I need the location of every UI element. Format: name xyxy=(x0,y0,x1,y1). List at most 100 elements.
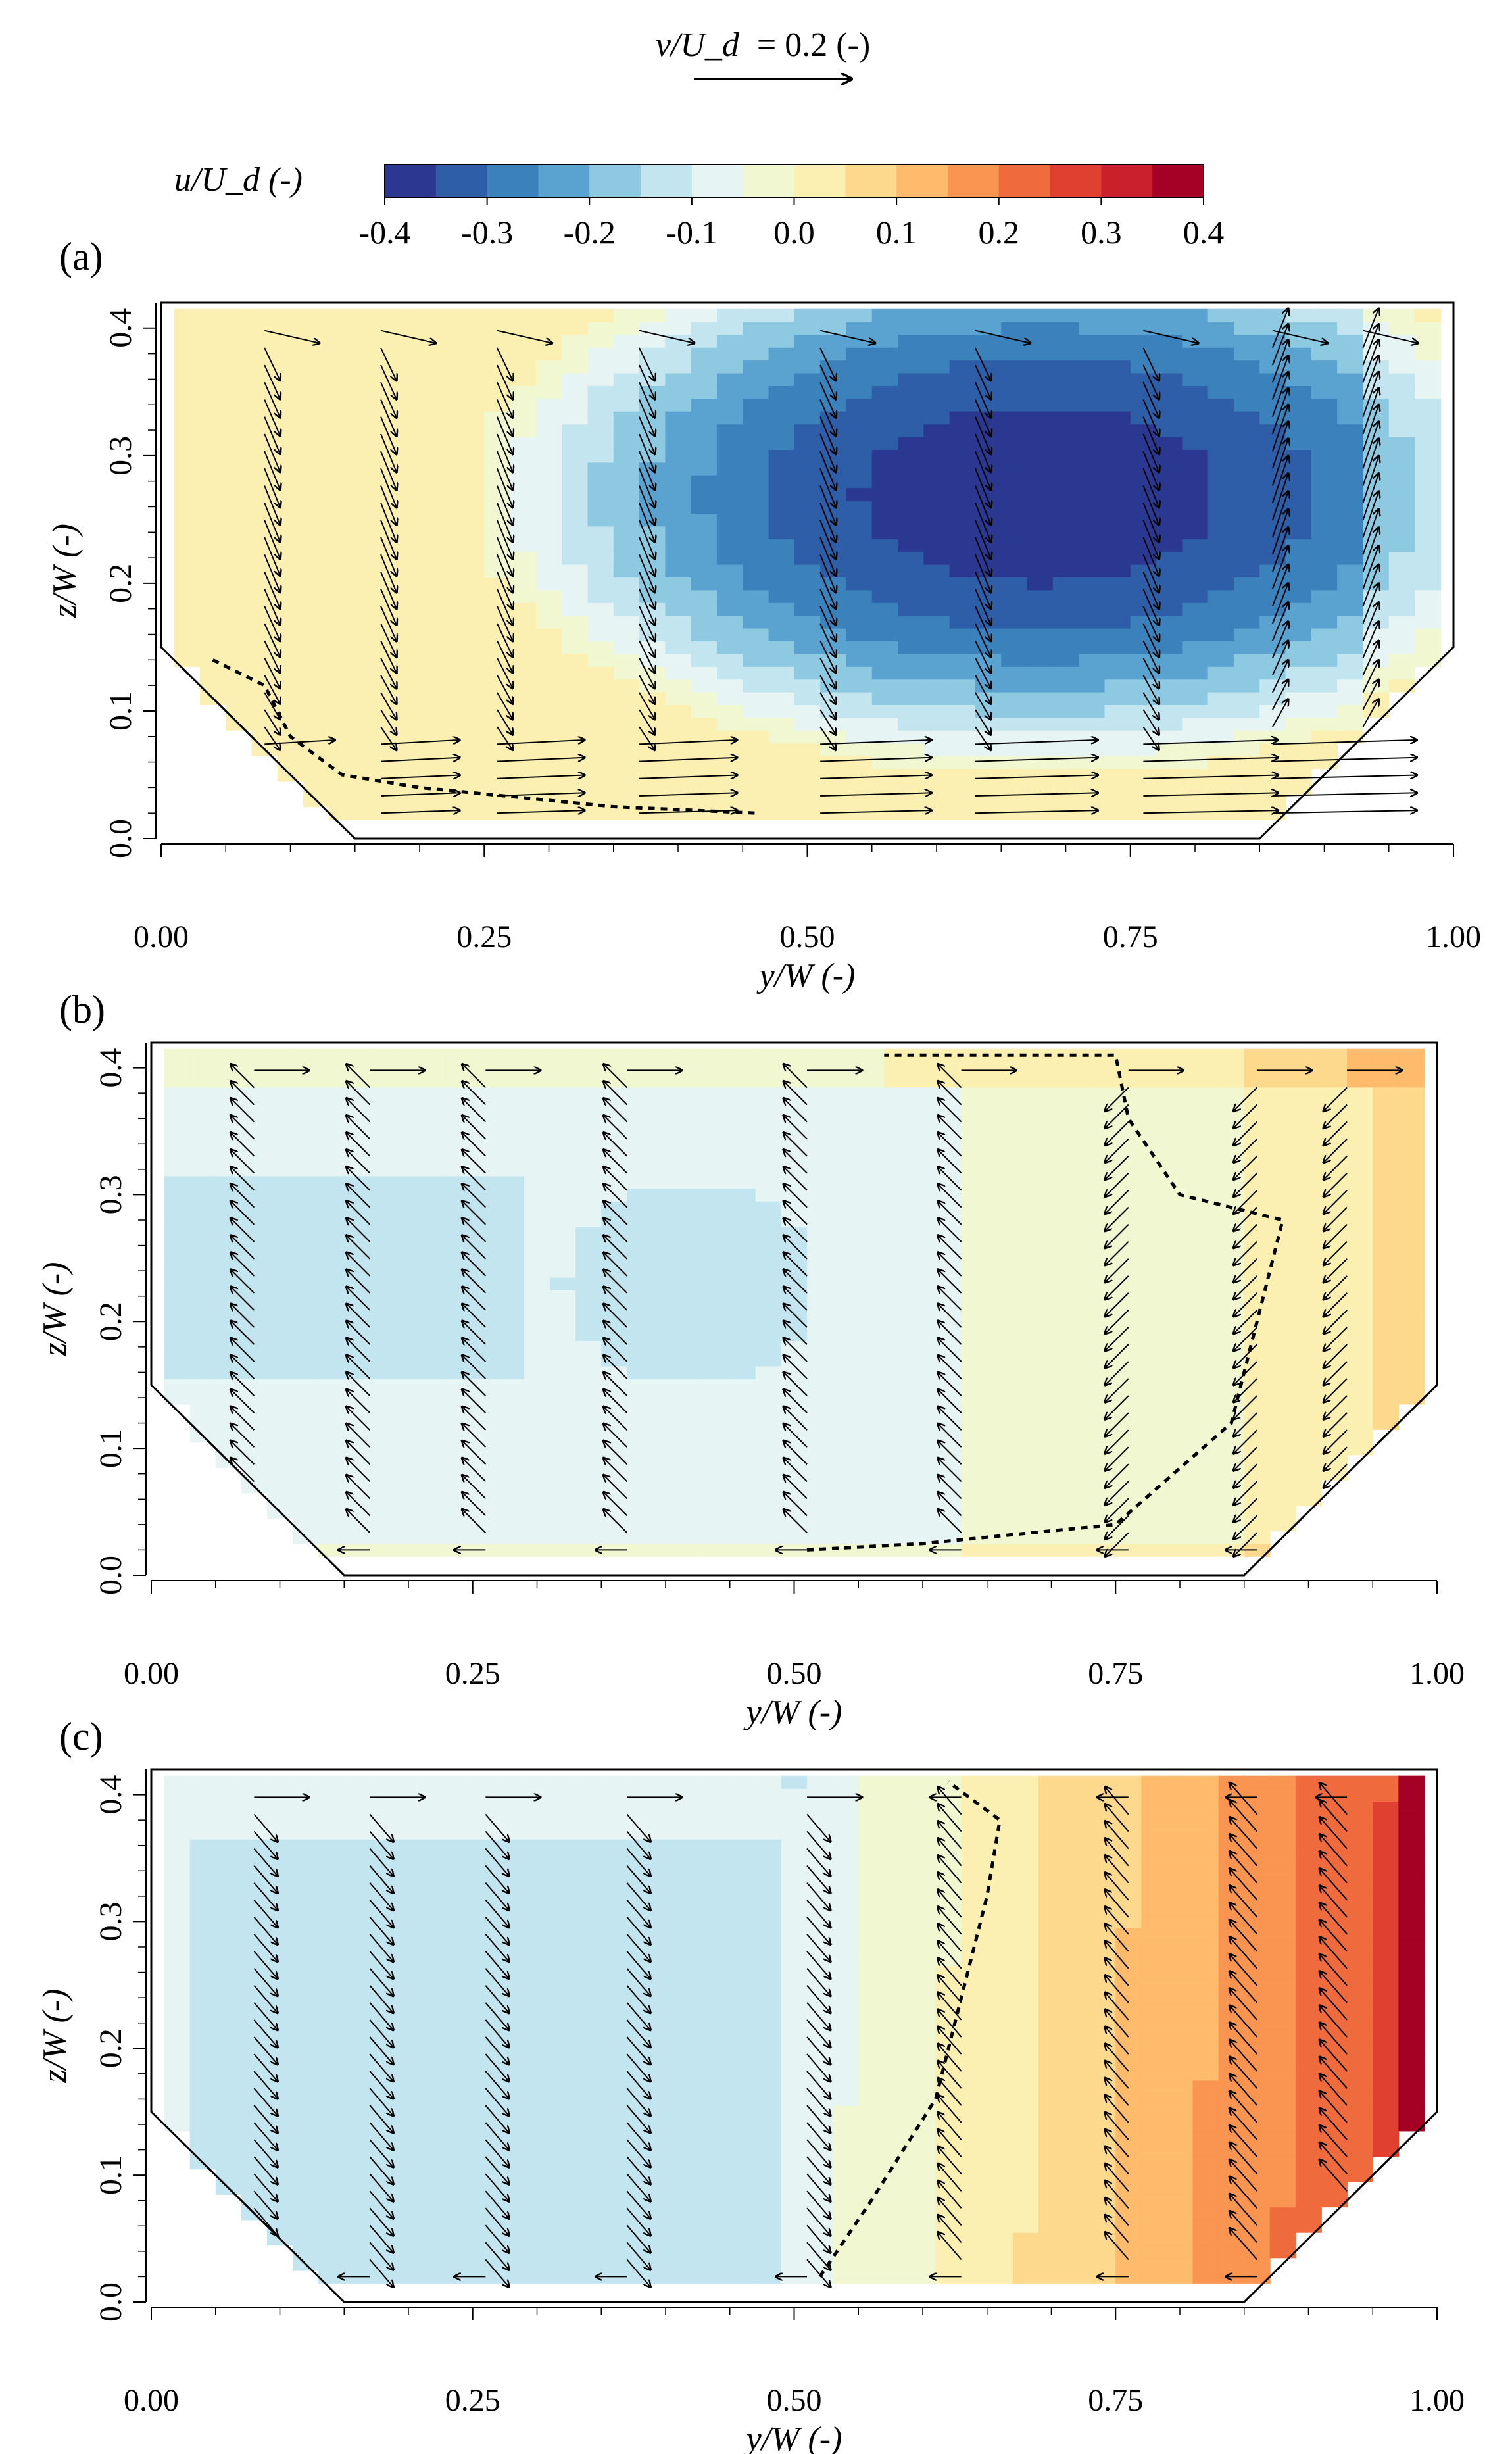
heatmap-cell xyxy=(665,615,692,629)
heatmap-cell xyxy=(1027,794,1054,808)
heatmap-cell xyxy=(174,360,201,374)
heatmap-cell xyxy=(1285,768,1312,782)
heatmap-cell xyxy=(318,1915,345,1928)
heatmap-cell xyxy=(729,1315,756,1329)
heatmap-cell xyxy=(987,1492,1013,1506)
heatmap-cell xyxy=(704,1505,731,1519)
heatmap-cell xyxy=(241,1442,268,1456)
heatmap-cell xyxy=(1207,347,1234,361)
heatmap-cell xyxy=(318,1928,345,1942)
heatmap-cell xyxy=(678,1137,705,1151)
heatmap-cell xyxy=(344,2029,371,2043)
heatmap-cell xyxy=(241,1454,268,1468)
x-tick-label: 1.00 xyxy=(1409,1656,1465,1691)
heatmap-cell xyxy=(266,1327,293,1342)
heatmap-cell xyxy=(226,627,253,642)
heatmap-cell xyxy=(1182,653,1209,667)
heatmap-cell xyxy=(293,2194,319,2208)
velocity-vector xyxy=(1233,1104,1258,1129)
heatmap-cell xyxy=(472,1226,499,1240)
heatmap-cell xyxy=(215,1416,242,1431)
heatmap-cell xyxy=(961,1505,988,1519)
heatmap-cell xyxy=(1269,1365,1296,1379)
heatmap-cell xyxy=(1090,1061,1117,1075)
heatmap-cell xyxy=(1388,385,1415,399)
heatmap-cell xyxy=(458,487,485,501)
heatmap-cell xyxy=(370,1442,397,1456)
heatmap-cell xyxy=(484,334,511,348)
heatmap-cell xyxy=(1141,1340,1168,1354)
heatmap-cell xyxy=(1388,424,1415,437)
heatmap-cell xyxy=(472,1442,499,1456)
heatmap-cell xyxy=(432,743,459,756)
velocity-vector xyxy=(1142,451,1159,490)
heatmap-cell xyxy=(1347,1074,1374,1088)
y-tick-label: 0.0 xyxy=(103,819,138,858)
heatmap-cell xyxy=(318,1852,345,1865)
heatmap-cell xyxy=(1218,1188,1245,1202)
heatmap-cell xyxy=(458,704,485,718)
heatmap-cell xyxy=(1038,1201,1065,1215)
heatmap-cell xyxy=(1027,806,1054,820)
heatmap-cell xyxy=(447,2092,474,2106)
heatmap-cell xyxy=(846,551,873,565)
velocity-vector xyxy=(346,1423,371,1448)
heatmap-cell xyxy=(910,1327,937,1342)
heatmap-cell xyxy=(1104,474,1131,489)
heatmap-cell xyxy=(318,2194,345,2208)
heatmap-cell xyxy=(652,1404,679,1417)
colorbar-tick-label: -0.4 xyxy=(358,214,410,251)
velocity-vector xyxy=(1362,699,1378,727)
heatmap-cell xyxy=(639,398,666,412)
heatmap-cell xyxy=(344,1877,371,1891)
heatmap-cell xyxy=(884,1379,911,1392)
heatmap-cell xyxy=(898,398,925,412)
heatmap-cell xyxy=(226,449,253,463)
heatmap-cell xyxy=(550,2067,576,2081)
heatmap-cell xyxy=(652,1226,679,1240)
heatmap-cell xyxy=(575,1505,602,1519)
velocity-vector xyxy=(230,1133,255,1157)
heatmap-cell xyxy=(381,653,408,667)
heatmap-cell xyxy=(898,564,925,578)
heatmap-cell xyxy=(1285,589,1312,603)
heatmap-cell xyxy=(395,1277,422,1290)
heatmap-cell xyxy=(189,1188,216,1202)
heatmap-cell xyxy=(1001,730,1028,744)
heatmap-cell xyxy=(174,347,201,361)
heatmap-cell xyxy=(215,2029,242,2043)
heatmap-cell xyxy=(189,1112,216,1126)
heatmap-cell xyxy=(1347,1112,1374,1126)
heatmap-cell xyxy=(794,704,821,718)
heatmap-cell xyxy=(406,360,433,374)
heatmap-cell xyxy=(293,1137,319,1151)
heatmap-cell xyxy=(1269,1442,1296,1456)
velocity-vector xyxy=(975,399,991,436)
heatmap-cell xyxy=(910,1137,937,1151)
heatmap-cell xyxy=(575,1492,602,1506)
heatmap-cell xyxy=(781,1353,808,1367)
heatmap-cell xyxy=(1156,743,1183,756)
heatmap-cell xyxy=(354,641,381,654)
heatmap-cell xyxy=(768,615,795,629)
heatmap-cell xyxy=(421,2270,448,2284)
heatmap-cell xyxy=(923,564,950,578)
velocity-vector xyxy=(1323,1361,1348,1385)
heatmap-cell xyxy=(1259,449,1286,463)
heatmap-cell xyxy=(550,1188,576,1202)
heatmap-cell xyxy=(833,1226,860,1240)
heatmap-cell xyxy=(344,2017,371,2030)
heatmap-cell xyxy=(1115,1150,1142,1164)
heatmap-cell xyxy=(858,1340,885,1354)
heatmap-cell xyxy=(510,308,537,322)
heatmap-cell xyxy=(807,1226,833,1240)
heatmap-cell xyxy=(1398,1214,1425,1227)
heatmap-cell xyxy=(164,1290,191,1304)
heatmap-cell xyxy=(174,449,201,463)
velocity-vector xyxy=(462,1321,487,1345)
heatmap-cell xyxy=(575,1391,602,1405)
heatmap-cell xyxy=(1090,1429,1117,1443)
heatmap-cell xyxy=(575,2194,602,2208)
heatmap-cell xyxy=(1233,322,1261,335)
heatmap-cell xyxy=(318,1890,345,1903)
